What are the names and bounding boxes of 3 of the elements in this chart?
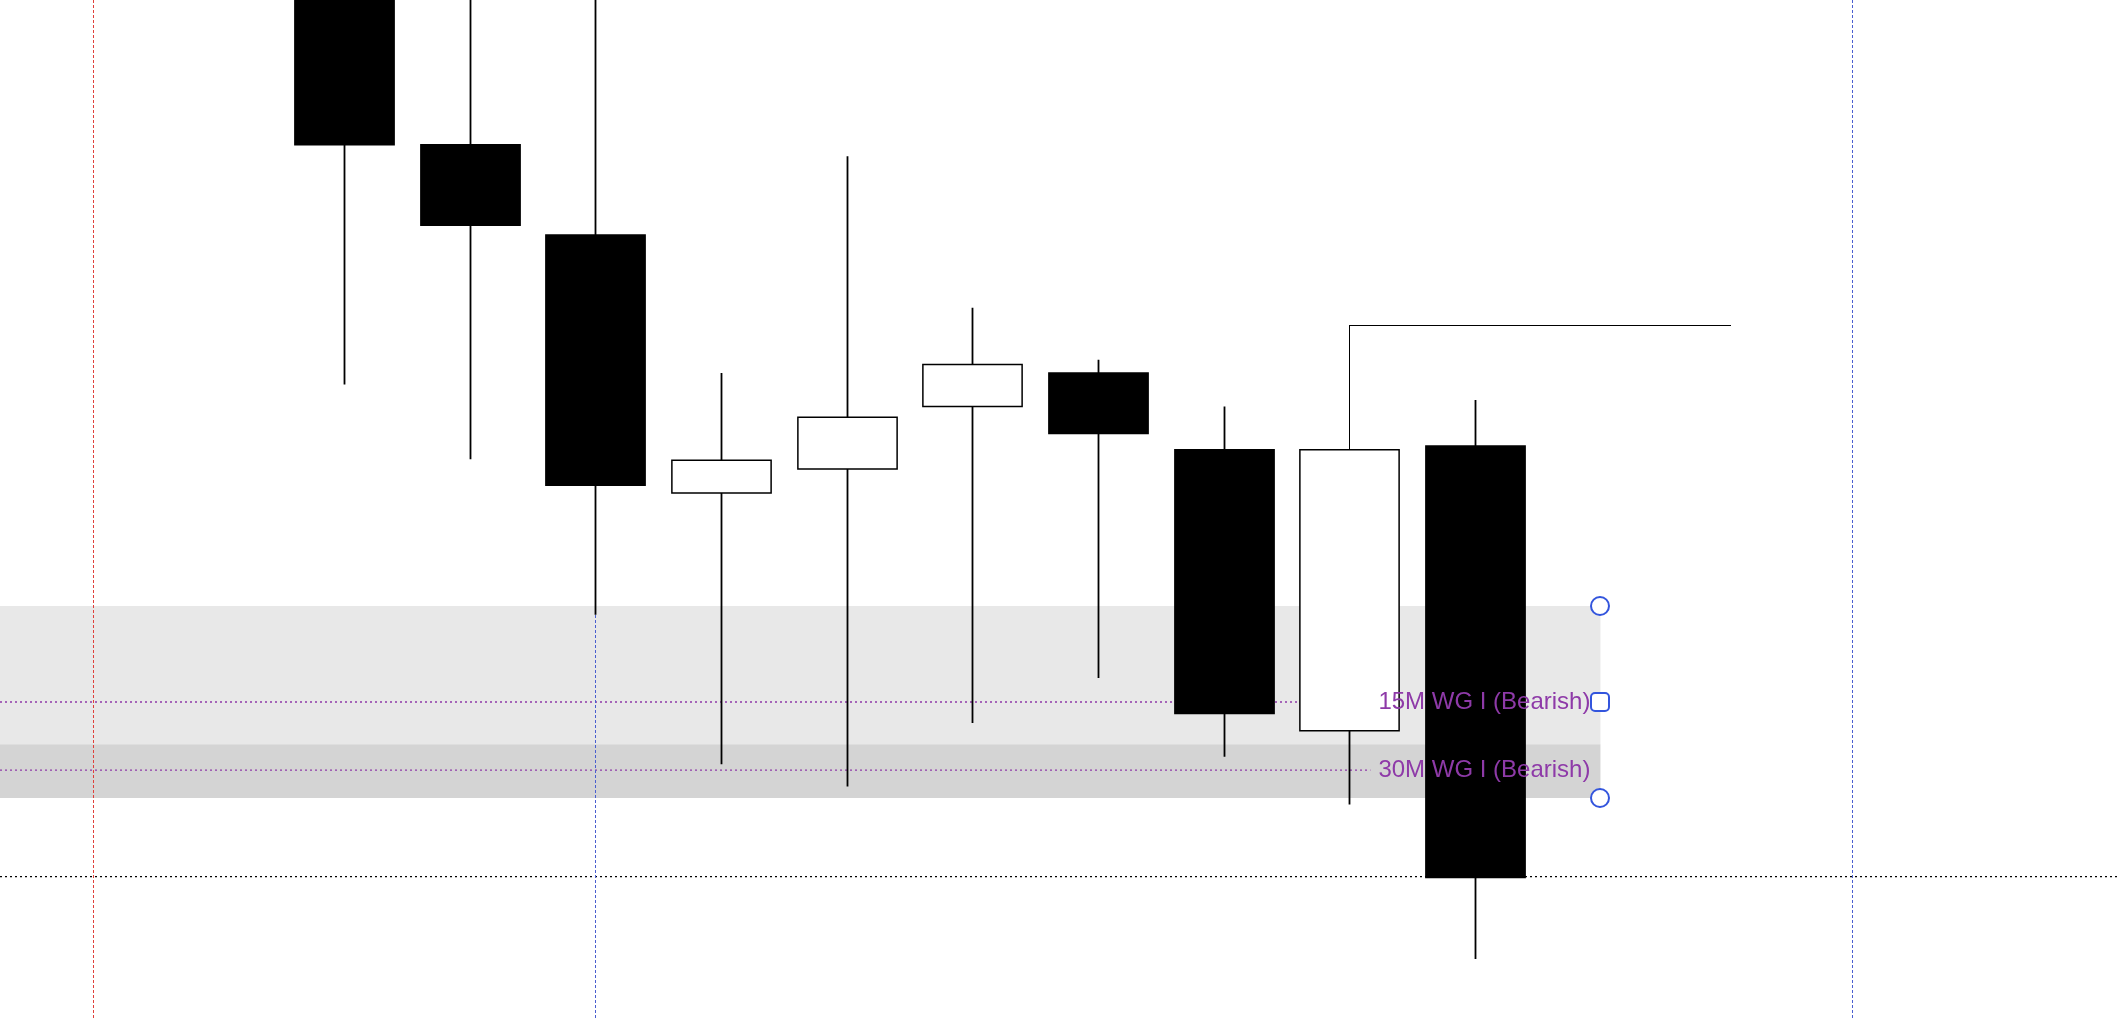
candlestick (671, 372, 772, 766)
candlestick (922, 306, 1023, 724)
candlestick (797, 155, 898, 788)
